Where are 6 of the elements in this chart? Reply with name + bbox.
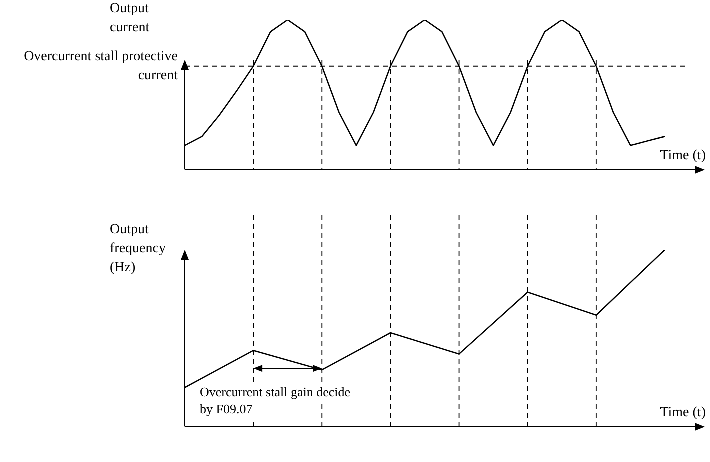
- ref-line-label: Overcurrent stall protective current: [24, 50, 178, 84]
- y-axis-title: Output current: [110, 2, 150, 36]
- annotation: Overcurrent stall gain decide by F09.07: [200, 384, 351, 417]
- y-axis-title: Output frequency (Hz): [110, 222, 166, 276]
- x-axis-title: Time (t): [660, 405, 706, 420]
- x-axis-title: Time (t): [660, 148, 706, 164]
